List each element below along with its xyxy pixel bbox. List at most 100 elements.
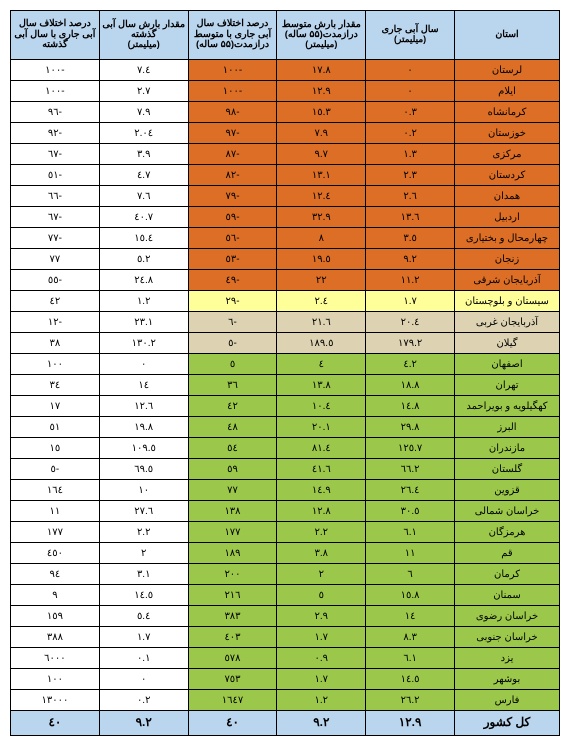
- prev-year-cell: ٣.١: [99, 564, 188, 585]
- current-year-cell: ١٤: [366, 606, 455, 627]
- table-row: خراسان رضوی١٤٢.٩٣٨٣٥.٤١٥٩: [11, 606, 560, 627]
- diff-longterm-cell: -٩٨: [188, 102, 277, 123]
- prev-year-cell: ٠.٢: [99, 690, 188, 711]
- diff-prev-cell: -٧٧: [11, 228, 100, 249]
- table-row: خوزستان٠.٢٧.٩-٩٧٢.٠٤-٩٢: [11, 123, 560, 144]
- diff-prev-cell: -٦٧: [11, 144, 100, 165]
- diff-longterm-cell: ٥٩: [188, 459, 277, 480]
- province-cell: اصفهان: [455, 354, 560, 375]
- province-cell: خراسان شمالی: [455, 501, 560, 522]
- table-row: مرکزی١.٣٩.٧-٨٧٣.٩-٦٧: [11, 144, 560, 165]
- diff-prev-cell: ٩٤: [11, 564, 100, 585]
- prev-year-cell: ٢.٠٤: [99, 123, 188, 144]
- diff-prev-cell: ١٥: [11, 438, 100, 459]
- prev-year-cell: ١٠٩.٥: [99, 438, 188, 459]
- prev-year-cell: ٦٩.٥: [99, 459, 188, 480]
- diff-longterm-cell: ٤٠٣: [188, 627, 277, 648]
- diff-prev-cell: -٥٥: [11, 270, 100, 291]
- diff-prev-cell: ١٣٠٠٠: [11, 690, 100, 711]
- province-cell: کرمان: [455, 564, 560, 585]
- prev-year-cell: ١٥.٤: [99, 228, 188, 249]
- current-year-cell: ١.٣: [366, 144, 455, 165]
- prev-year-cell: ٢.٢: [99, 522, 188, 543]
- diff-longterm-cell: -١٠٠: [188, 60, 277, 81]
- prev-year-cell: ٧.٦: [99, 186, 188, 207]
- province-cell: مازندران: [455, 438, 560, 459]
- current-year-cell: ٤.٢: [366, 354, 455, 375]
- diff-prev-cell: ١٧٧: [11, 522, 100, 543]
- current-year-cell: ٢٠.٤: [366, 312, 455, 333]
- province-cell: کردستان: [455, 165, 560, 186]
- longterm-avg-cell: ٢١.٦: [277, 312, 366, 333]
- table-row: سیستان و بلوچستان١.٧٢.٤-٢٩١.٢٤٢: [11, 291, 560, 312]
- table-row: گیلان١٧٩.٢١٨٩.٥-٥١٣٠.٢٣٨: [11, 333, 560, 354]
- col-longterm-avg: مقدار بارش متوسط درازمدت(۵۵ ساله)(میلیمت…: [277, 11, 366, 60]
- current-year-cell: ٦.١: [366, 648, 455, 669]
- diff-prev-cell: -١٠٠: [11, 81, 100, 102]
- province-cell: یزد: [455, 648, 560, 669]
- longterm-avg-cell: ١.٧: [277, 627, 366, 648]
- diff-prev-cell: -٥: [11, 459, 100, 480]
- longterm-avg-cell: ٧.٩: [277, 123, 366, 144]
- table-row: چهارمحال و بختیاری٣.٥٨-٥٦١٥.٤-٧٧: [11, 228, 560, 249]
- longterm-avg-cell: ١٠.٤: [277, 396, 366, 417]
- table-row: بوشهر١٤.٥١.٧٧٥٣٠١٠٠: [11, 669, 560, 690]
- province-cell: فارس: [455, 690, 560, 711]
- diff-longterm-cell: ١٨٩: [188, 543, 277, 564]
- prev-year-cell: ١٩.٨: [99, 417, 188, 438]
- rainfall-table: استان سال آبی جاری(میلیمتر) مقدار بارش م…: [10, 10, 560, 736]
- diff-longterm-cell: ١٧٧: [188, 522, 277, 543]
- longterm-avg-cell: ٢٢: [277, 270, 366, 291]
- table-row: یزد٦.١٠.٩٥٧٨٠.١٦٠٠٠: [11, 648, 560, 669]
- current-year-cell: ٢.٣: [366, 165, 455, 186]
- table-row: آذربایجان غربی٢٠.٤٢١.٦-٦٢٣.١-١٢: [11, 312, 560, 333]
- province-cell: قم: [455, 543, 560, 564]
- prev-year-cell: ٥.٢: [99, 249, 188, 270]
- diff-prev-cell: -٩٢: [11, 123, 100, 144]
- table-row: قم١١٣.٨١٨٩٢٤٥٠: [11, 543, 560, 564]
- province-cell: خراسان رضوی: [455, 606, 560, 627]
- prev-year-cell: ١٤: [99, 375, 188, 396]
- current-year-cell: ٣.٥: [366, 228, 455, 249]
- diff-prev-cell: -٦٦: [11, 186, 100, 207]
- diff-longterm-cell: ٥: [188, 354, 277, 375]
- current-year-cell: ١٥.٨: [366, 585, 455, 606]
- current-year-cell: ٣٠.٥: [366, 501, 455, 522]
- diff-longterm-cell: ٧٥٣: [188, 669, 277, 690]
- diff-longterm-cell: ٤٨: [188, 417, 277, 438]
- longterm-avg-cell: ١٤.٩: [277, 480, 366, 501]
- diff-prev-cell: ١٠٠: [11, 354, 100, 375]
- col-province: استان: [455, 11, 560, 60]
- total-prev: ٩.٢: [99, 711, 188, 736]
- province-cell: کهگیلویه و بویراحمد: [455, 396, 560, 417]
- province-cell: خراسان جنوبی: [455, 627, 560, 648]
- province-cell: خوزستان: [455, 123, 560, 144]
- province-cell: اردبیل: [455, 207, 560, 228]
- prev-year-cell: ١٢.٦: [99, 396, 188, 417]
- longterm-avg-cell: ٠.٩: [277, 648, 366, 669]
- current-year-cell: ١.٧: [366, 291, 455, 312]
- total-row: کل کشور ١٢.٩ ٩.٢ ٤٠ ٩.٢ ٤٠: [11, 711, 560, 736]
- table-row: سمنان١٥.٨٥٢١٦١٤.٥٩: [11, 585, 560, 606]
- table-row: کردستان٢.٣١٣.١-٨٢٤.٧-٥١: [11, 165, 560, 186]
- prev-year-cell: ٤.٧: [99, 165, 188, 186]
- table-row: خراسان جنوبی٨.٣١.٧٤٠٣١.٧٣٨٨: [11, 627, 560, 648]
- diff-longterm-cell: -٧٩: [188, 186, 277, 207]
- table-row: خراسان شمالی٣٠.٥١٢.٨١٣٨٢٧.٦١١: [11, 501, 560, 522]
- province-cell: چهارمحال و بختیاری: [455, 228, 560, 249]
- prev-year-cell: ٥.٤: [99, 606, 188, 627]
- longterm-avg-cell: ٢: [277, 564, 366, 585]
- total-current: ١٢.٩: [366, 711, 455, 736]
- current-year-cell: ٦: [366, 564, 455, 585]
- table-row: فارس٢٦.٢١.٢١٦٤٧٠.٢١٣٠٠٠: [11, 690, 560, 711]
- diff-longterm-cell: -٨٢: [188, 165, 277, 186]
- prev-year-cell: ٠: [99, 669, 188, 690]
- col-diff-longterm: درصد اختلاف سال آبی جاری با متوسط درازمد…: [188, 11, 277, 60]
- diff-prev-cell: ١١: [11, 501, 100, 522]
- diff-longterm-cell: ٥٧٨: [188, 648, 277, 669]
- current-year-cell: ٠.٢: [366, 123, 455, 144]
- diff-longterm-cell: -٥٣: [188, 249, 277, 270]
- diff-prev-cell: ٣٨٨: [11, 627, 100, 648]
- current-year-cell: ١٣.٦: [366, 207, 455, 228]
- diff-longterm-cell: -٦: [188, 312, 277, 333]
